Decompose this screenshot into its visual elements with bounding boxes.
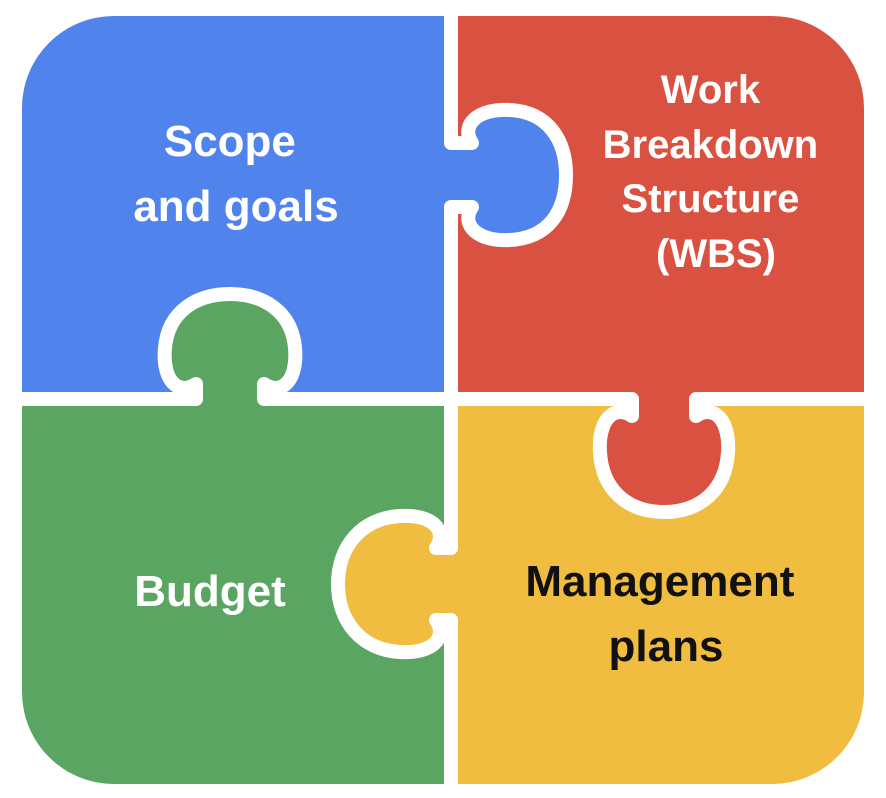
label-wbs-line-1: Work <box>661 68 761 112</box>
label-wbs-line-2: Breakdown <box>603 123 819 167</box>
label-budget: Budget <box>134 567 286 616</box>
separator-right <box>444 392 864 519</box>
label-wbs-line-4: (WBS) <box>656 232 776 276</box>
label-wbs: Work Breakdown Structure (WBS) <box>603 68 830 276</box>
label-management-line-1: Management <box>525 557 794 606</box>
separator-upper <box>444 16 573 406</box>
tab-wbs <box>599 396 729 512</box>
label-budget-line-1: Budget <box>134 567 286 616</box>
tab-management <box>338 515 454 653</box>
label-scope: Scope and goals <box>133 117 338 231</box>
tab-budget <box>164 294 296 402</box>
label-management-line-2: plans <box>609 622 724 671</box>
separator-left <box>22 287 458 406</box>
label-scope-line-1: Scope <box>164 117 296 166</box>
separator-lower <box>331 392 458 784</box>
label-wbs-line-3: Structure <box>622 177 800 221</box>
label-scope-line-2: and goals <box>133 182 338 231</box>
label-management: Management plans <box>525 557 806 671</box>
